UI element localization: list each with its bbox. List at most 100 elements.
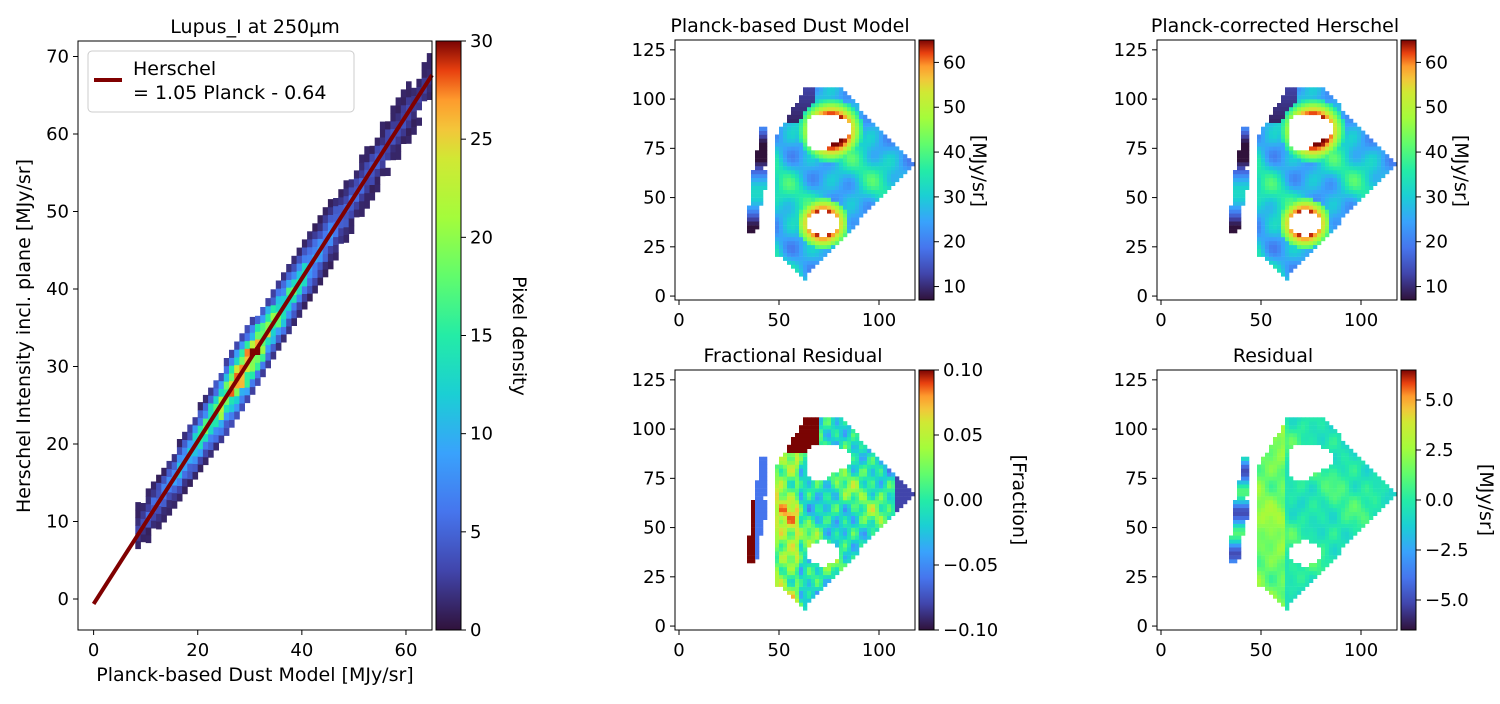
map-pixel — [811, 539, 816, 544]
map-pixel — [779, 181, 784, 186]
map-pixel — [1301, 503, 1306, 509]
map-pixel — [1257, 158, 1262, 163]
map-pixel — [843, 209, 848, 214]
map-pixel — [1257, 488, 1262, 493]
map-pixel — [1301, 425, 1306, 430]
map-pixel — [899, 492, 904, 497]
map-pixel — [831, 417, 836, 422]
map-pixel — [887, 146, 892, 151]
map-pixel — [1269, 173, 1274, 179]
map-pixel — [1337, 511, 1342, 516]
map-pixel — [815, 511, 820, 516]
map-pixel — [815, 563, 820, 568]
map-pixel — [1309, 162, 1314, 167]
map-pixel — [827, 87, 832, 92]
map-pixel — [855, 118, 860, 123]
map-pixel — [811, 507, 816, 513]
map-colorbar-tick-label: −2.5 — [1425, 540, 1469, 561]
map-pixel — [875, 519, 880, 524]
map-pixel — [1277, 248, 1282, 253]
map-pixel — [1325, 444, 1330, 449]
density-cell — [229, 349, 235, 358]
map-pixel — [1333, 511, 1338, 516]
map-pixel — [1261, 213, 1266, 218]
map-pixel — [747, 217, 752, 222]
map-pixel — [875, 166, 880, 171]
map-pixel — [1237, 488, 1242, 493]
map-pixel — [835, 480, 840, 485]
map-pixel — [1309, 535, 1314, 540]
map-pixel — [1269, 531, 1274, 536]
map-pixel — [1297, 570, 1302, 576]
map-pixel — [1297, 567, 1302, 572]
map-panel-planck-corrected-herschel: Planck-corrected Herschel 0 50 10002550751… — [1114, 15, 1472, 331]
map-pixel — [903, 488, 908, 493]
map-pixel — [1229, 555, 1234, 560]
density-cell — [244, 379, 251, 388]
map-pixel — [863, 492, 868, 497]
map-pixel — [1285, 567, 1290, 572]
map-pixel — [791, 464, 796, 469]
map-pixel — [1233, 185, 1238, 190]
map-pixel — [1321, 213, 1326, 218]
map-pixel — [891, 177, 896, 183]
map-pixel — [1329, 515, 1334, 520]
map-pixel — [791, 480, 796, 485]
map-pixel — [847, 162, 852, 167]
map-pixel — [1329, 189, 1334, 194]
map-pixel — [1349, 523, 1354, 528]
map-pixel — [1337, 523, 1342, 528]
map-pixel — [1317, 205, 1322, 210]
map-pixel — [775, 193, 780, 198]
map-pixel — [823, 189, 828, 194]
density-cell — [140, 510, 147, 519]
map-x-tick-label: 0 — [1155, 310, 1166, 331]
map-pixel — [799, 114, 804, 119]
map-pixel — [795, 433, 800, 438]
map-pixel — [1301, 484, 1306, 489]
map-pixel — [1329, 429, 1334, 434]
map-pixel — [1297, 107, 1302, 112]
map-y-tick-label: 125 — [632, 40, 666, 61]
map-pixel — [747, 551, 752, 556]
map-pixel — [791, 197, 796, 202]
density-cell — [223, 373, 230, 382]
map-pixel — [1293, 574, 1298, 579]
map-pixel — [1245, 126, 1250, 131]
map-pixel — [759, 456, 764, 461]
map-pixel — [859, 118, 864, 123]
map-x-tick-label: 100 — [1344, 310, 1378, 331]
map-pixel — [787, 578, 792, 583]
map-pixel — [879, 496, 884, 501]
density-cell — [322, 230, 329, 239]
map-pixel — [791, 173, 796, 179]
map-pixel — [787, 209, 792, 214]
map-pixel — [875, 488, 880, 493]
map-pixel — [1349, 464, 1354, 469]
density-cell — [385, 167, 391, 176]
map-pixel — [1265, 256, 1270, 261]
map-pixel — [811, 574, 816, 579]
map-pixel — [819, 582, 824, 587]
map-pixel — [815, 185, 820, 190]
map-pixel — [1321, 527, 1326, 532]
map-pixel — [779, 515, 784, 520]
density-colorbar-gradient — [435, 40, 462, 631]
map-pixel — [1233, 539, 1238, 544]
map-pixel — [887, 507, 892, 513]
map-pixel — [1329, 492, 1334, 497]
map-pixel — [807, 476, 812, 481]
map-pixel — [1285, 507, 1290, 513]
map-pixel — [1341, 476, 1346, 481]
map-pixel — [799, 233, 804, 238]
map-pixel — [1257, 543, 1262, 548]
map-pixel — [775, 201, 780, 206]
map-pixel — [1357, 193, 1362, 198]
map-pixel — [1333, 99, 1338, 104]
map-pixel — [791, 586, 796, 591]
map-pixel — [823, 480, 828, 485]
map-pixel — [1245, 162, 1250, 167]
map-pixel — [807, 201, 812, 206]
density-cell — [343, 188, 350, 197]
map-pixel — [1237, 205, 1242, 210]
